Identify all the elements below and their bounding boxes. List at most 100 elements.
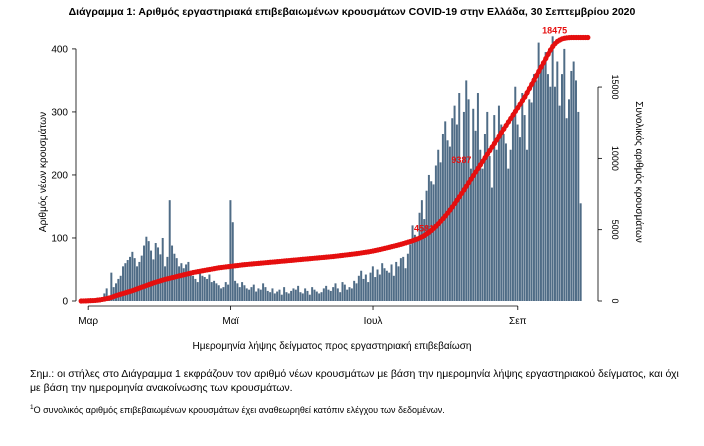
- bar: [178, 266, 181, 301]
- bar: [558, 105, 561, 301]
- cumulative-point: [536, 68, 542, 74]
- cumulative-point: [538, 64, 544, 70]
- bar: [150, 250, 153, 301]
- bar: [530, 102, 533, 301]
- bar: [236, 283, 239, 301]
- bar: [119, 275, 122, 301]
- bar: [238, 287, 241, 301]
- cumulative-point: [522, 94, 528, 100]
- bar: [397, 266, 400, 301]
- bar: [348, 287, 351, 301]
- cumulative-annotation: 18475: [542, 25, 567, 35]
- bar: [217, 285, 220, 301]
- y2-tick-label: 15000: [610, 75, 620, 100]
- bar: [129, 256, 132, 301]
- bar: [516, 124, 519, 301]
- bar: [535, 80, 538, 301]
- bar: [301, 293, 304, 301]
- bar: [469, 168, 472, 301]
- bar: [248, 289, 251, 301]
- bar: [273, 293, 276, 301]
- bar: [577, 111, 580, 302]
- bar: [444, 121, 447, 301]
- bar: [448, 146, 451, 301]
- bar: [154, 243, 157, 301]
- y2-tick-label: 5000: [610, 220, 620, 240]
- bar: [231, 222, 234, 301]
- bar: [175, 258, 178, 301]
- cumulative-point: [531, 77, 537, 83]
- bar: [409, 244, 412, 301]
- bar: [544, 52, 547, 302]
- cumulative-annotation: 9387: [451, 155, 471, 165]
- cumulative-point: [585, 34, 591, 41]
- bar: [432, 184, 435, 301]
- bar: [322, 288, 325, 301]
- cumulative-point: [524, 90, 530, 96]
- bar: [182, 268, 185, 301]
- bar: [427, 174, 430, 301]
- bar: [269, 292, 272, 301]
- bar: [360, 270, 363, 301]
- bar: [364, 274, 367, 301]
- bar: [546, 74, 549, 302]
- bar: [213, 280, 216, 301]
- bar: [462, 111, 465, 302]
- bar: [362, 278, 365, 301]
- bar: [159, 254, 162, 301]
- bar: [411, 225, 414, 301]
- bar: [381, 263, 384, 301]
- bar: [486, 111, 489, 302]
- footnote-text: Ο συνολικός αριθμός επιβεβαιωμένων κρουσ…: [33, 405, 445, 415]
- bar: [229, 200, 232, 301]
- y-tick-label: 200: [51, 170, 68, 181]
- bar: [133, 258, 136, 301]
- bar: [392, 275, 395, 301]
- bar: [140, 255, 143, 301]
- bar: [180, 263, 183, 301]
- bar: [283, 287, 286, 301]
- bar: [367, 282, 370, 301]
- bar: [388, 272, 391, 301]
- bar: [320, 292, 323, 301]
- bar: [192, 275, 195, 301]
- bar: [493, 115, 496, 301]
- bar: [514, 86, 517, 301]
- bar: [227, 284, 230, 301]
- bar: [241, 282, 244, 301]
- chart: 0 100 200 300 400 0 5000 10000 15000 Μαρ Μαϊ Ιουλ Σε…: [37, 25, 645, 352]
- bar: [560, 74, 563, 302]
- footnote-marker: 1: [30, 404, 34, 411]
- bar: [355, 283, 358, 301]
- bar: [399, 258, 402, 301]
- bar: [446, 140, 449, 301]
- x-tick-label: Μαρ: [78, 316, 98, 327]
- bar: [189, 270, 192, 301]
- bar: [161, 237, 164, 301]
- bar: [402, 256, 405, 301]
- bar: [518, 137, 521, 301]
- bar: [203, 277, 206, 301]
- bar: [476, 93, 479, 302]
- bar: [271, 288, 274, 301]
- bar: [502, 133, 505, 301]
- bar: [187, 261, 190, 301]
- bar: [509, 149, 512, 301]
- bar: [575, 80, 577, 301]
- cumulative-point: [545, 51, 551, 57]
- bar: [318, 293, 321, 301]
- cumulative-point: [543, 55, 549, 62]
- cumulative-point: [526, 85, 533, 92]
- bar: [306, 290, 309, 301]
- bar: [152, 259, 155, 301]
- bar: [539, 64, 542, 301]
- bar: [117, 278, 120, 301]
- bar: [523, 115, 526, 301]
- bar: [339, 292, 342, 301]
- bar: [537, 42, 540, 301]
- bar: [383, 268, 386, 301]
- bar: [404, 268, 407, 301]
- bar: [353, 280, 356, 301]
- bar: [311, 287, 314, 301]
- x-tick-label: Σεπ: [509, 316, 527, 327]
